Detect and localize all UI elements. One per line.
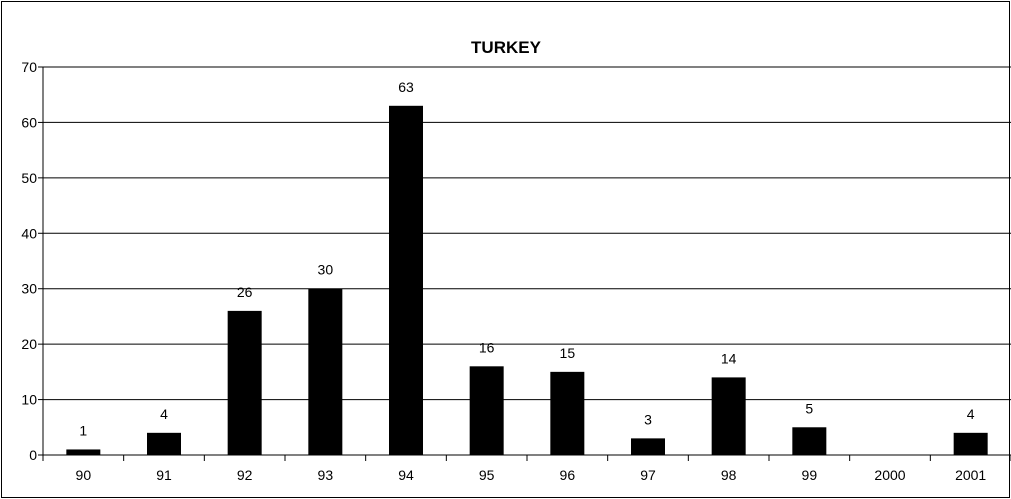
- data-label: 3: [644, 411, 652, 427]
- x-tick-label: 98: [721, 467, 737, 483]
- bar: [227, 310, 262, 455]
- data-label: 4: [160, 406, 168, 422]
- data-label: 14: [721, 350, 737, 366]
- x-axis-ticks: 90 91 92 93 94 95 96 97 98 99 2000 2001: [42, 455, 1011, 483]
- y-tick-label: 60: [21, 114, 37, 130]
- bar: [550, 371, 585, 455]
- chart-title: TURKEY: [471, 38, 542, 57]
- bar: [66, 449, 101, 455]
- bar: [389, 105, 423, 456]
- x-tick-label: 97: [640, 467, 656, 483]
- bar: [308, 288, 343, 455]
- x-tick-label: 93: [318, 467, 334, 483]
- bar: [147, 432, 181, 455]
- data-label: 15: [560, 345, 576, 361]
- bars: [66, 105, 988, 456]
- x-tick-label: 91: [156, 467, 172, 483]
- y-axis-ticks: 0 10 20 30 40 50 60 70: [21, 59, 43, 463]
- y-tick-label: 0: [29, 447, 37, 463]
- bar: [469, 366, 504, 455]
- bar: [711, 377, 746, 455]
- y-tick-label: 50: [21, 170, 37, 186]
- y-tick-label: 70: [21, 59, 37, 75]
- data-label: 30: [318, 262, 334, 278]
- x-tick-label: 96: [560, 467, 576, 483]
- x-tick-label: 99: [802, 467, 818, 483]
- data-label: 4: [967, 406, 975, 422]
- data-label: 1: [79, 422, 87, 438]
- y-tick-label: 20: [21, 336, 37, 352]
- bar: [792, 427, 827, 455]
- x-tick-label: 92: [237, 467, 253, 483]
- x-tick-label: 90: [76, 467, 92, 483]
- data-label: 5: [805, 400, 813, 416]
- x-tick-label: 2000: [874, 467, 905, 483]
- y-tick-label: 30: [21, 281, 37, 297]
- y-tick-label: 40: [21, 225, 37, 241]
- x-tick-label: 95: [479, 467, 495, 483]
- x-tick-label: 94: [398, 467, 414, 483]
- data-label: 16: [479, 339, 495, 355]
- x-tick-label: 2001: [955, 467, 986, 483]
- axes: [42, 67, 1011, 456]
- data-label: 26: [237, 284, 253, 300]
- y-tick-label: 10: [21, 392, 37, 408]
- bar: [953, 432, 988, 455]
- bar: [631, 438, 665, 455]
- data-label: 63: [398, 79, 414, 95]
- gridlines: [43, 66, 1011, 401]
